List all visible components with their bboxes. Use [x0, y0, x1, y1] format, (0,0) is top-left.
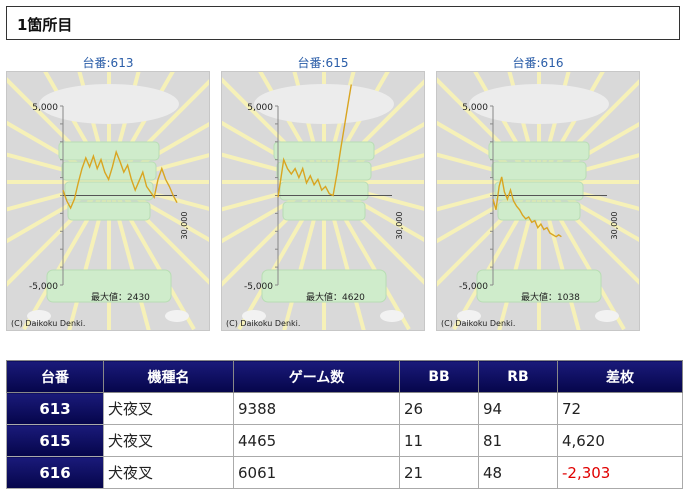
y-tick-label-top: 5,000 [247, 103, 273, 113]
max-value-label: 最大値：1038 [521, 291, 580, 303]
slump-graph: 5,000 -5,000 30,000 最大値：1038 (C) Daikoku Den… [436, 71, 640, 331]
copyright-label: (C) Daikoku Denki. [226, 319, 300, 328]
copyright-label: (C) Daikoku Denki. [11, 319, 85, 328]
slump-line [492, 176, 562, 238]
art-tray [279, 181, 369, 201]
section-header: 1箇所目 [6, 6, 680, 40]
section-title: 1箇所目 [17, 16, 73, 34]
x-tick-label-end: 30,000 [395, 212, 404, 240]
cell-model: 犬夜叉 [103, 392, 234, 425]
machine-table: 台番 機種名 ゲーム数 BB RB 差枚 613 犬夜叉 9388 26 94 … [6, 360, 683, 489]
table-header-row: 台番 機種名 ゲーム数 BB RB 差枚 [6, 360, 683, 393]
art-coin [242, 310, 266, 322]
header-bb: BB [399, 360, 479, 393]
cell-model: 犬夜叉 [103, 456, 234, 489]
slump-graph: 5,000 -5,000 30,000 最大値：2430 (C) Daikoku Den… [6, 71, 210, 331]
copyright-label: (C) Daikoku Denki. [441, 319, 515, 328]
art-tray [276, 161, 372, 181]
art-coin [457, 310, 481, 322]
cell-games: 6061 [233, 456, 400, 489]
max-value-label: 最大値：4620 [306, 291, 365, 303]
art-tray [273, 141, 375, 161]
slump-line [62, 149, 178, 210]
max-value-label: 最大値：2430 [91, 291, 150, 303]
x-tick-label-end: 30,000 [180, 212, 189, 240]
cell-diff: 4,620 [557, 424, 683, 457]
cell-diff: -2,303 [557, 456, 683, 489]
cell-diff: 72 [557, 392, 683, 425]
cell-bb: 26 [399, 392, 479, 425]
y-tick-label-bottom: -5,000 [459, 282, 488, 292]
header-machine: 台番 [6, 360, 104, 393]
art-tray [488, 141, 590, 161]
header-rb: RB [478, 360, 558, 393]
cell-bb: 21 [399, 456, 479, 489]
cell-rb: 81 [478, 424, 558, 457]
chart-title[interactable]: 台番:613 [82, 56, 134, 70]
art-tray [67, 201, 151, 221]
art-tray [497, 201, 581, 221]
cell-games: 9388 [233, 392, 400, 425]
art-top [469, 84, 609, 124]
y-tick-label-bottom: -5,000 [244, 282, 273, 292]
cell-games: 4465 [233, 424, 400, 457]
art-base [261, 269, 387, 303]
cell-rb: 94 [478, 392, 558, 425]
table-row: 616 犬夜叉 6061 21 48 -2,303 [6, 456, 683, 489]
table-row: 613 犬夜叉 9388 26 94 72 [6, 392, 683, 425]
graph-svg: 5,000 -5,000 30,000 最大値：2430 (C) Daikoku Den… [7, 72, 209, 330]
x-tick-label-end: 30,000 [610, 212, 619, 240]
y-tick-label-top: 5,000 [32, 103, 58, 113]
art-top [254, 84, 394, 124]
art-coin [165, 310, 189, 322]
table-row: 615 犬夜叉 4465 11 81 4,620 [6, 424, 683, 457]
slump-graph: 5,000 -5,000 30,000 最大値：4620 (C) Daikoku Den… [221, 71, 425, 331]
header-games: ゲーム数 [233, 360, 400, 393]
art-coin [595, 310, 619, 322]
cell-machine: 616 [6, 456, 104, 489]
graph-svg: 5,000 -5,000 30,000 最大値：1038 (C) Daikoku Den… [437, 72, 639, 330]
header-diff: 差枚 [557, 360, 683, 393]
graph-svg: 5,000 -5,000 30,000 最大値：4620 (C) Daikoku Den… [222, 72, 424, 330]
cell-machine: 613 [6, 392, 104, 425]
background-artwork [437, 72, 639, 330]
y-tick-label-top: 5,000 [462, 103, 488, 113]
art-tray [491, 161, 587, 181]
cell-model: 犬夜叉 [103, 424, 234, 457]
y-tick-label-bottom: -5,000 [29, 282, 58, 292]
chart-title[interactable]: 台番:616 [512, 56, 564, 70]
art-coin [27, 310, 51, 322]
art-tray [282, 201, 366, 221]
art-base [46, 269, 172, 303]
slump-line [277, 84, 352, 198]
cell-bb: 11 [399, 424, 479, 457]
chart-title[interactable]: 台番:615 [297, 56, 349, 70]
cell-rb: 48 [478, 456, 558, 489]
cell-machine: 615 [6, 424, 104, 457]
art-tray [58, 141, 160, 161]
art-coin [380, 310, 404, 322]
art-top [39, 84, 179, 124]
background-artwork [7, 72, 209, 330]
header-model: 機種名 [103, 360, 234, 393]
art-base [476, 269, 602, 303]
